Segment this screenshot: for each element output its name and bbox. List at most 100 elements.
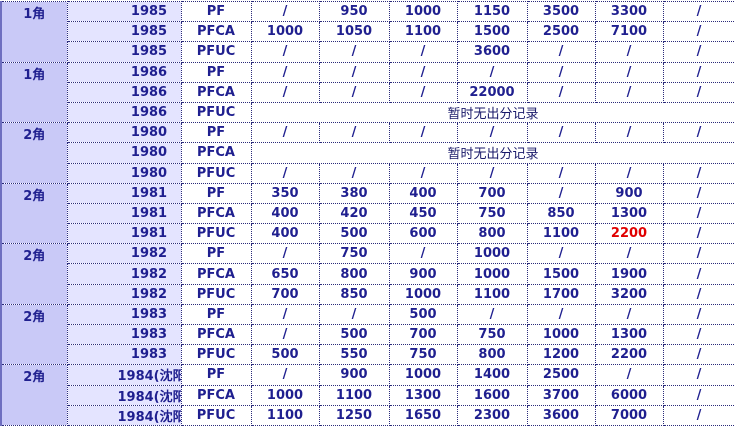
price: / (388, 243, 458, 265)
price: 750 (456, 323, 528, 346)
grade: PFUC (180, 344, 252, 366)
year: 1984(沈阳 ) (66, 404, 182, 427)
price: / (250, 162, 320, 184)
price: 3600 (456, 41, 528, 63)
note: 暂时无出分记录 (250, 101, 734, 124)
price: / (526, 81, 596, 103)
grade: PFCA (180, 202, 252, 225)
price: 500 (318, 323, 390, 346)
price: / (594, 303, 664, 326)
price: 800 (456, 223, 528, 245)
price: / (250, 0, 320, 23)
denomination: 2角 (0, 182, 68, 245)
table-row: 1980 PFCA 暂时无出分记录 (1, 142, 734, 164)
year: 1982 (66, 283, 182, 305)
price: / (456, 162, 528, 184)
denomination: 1角 (0, 1, 68, 63)
price: / (318, 303, 390, 326)
price: 2500 (526, 364, 596, 386)
price: / (526, 61, 596, 83)
price: 650 (250, 263, 320, 285)
price: / (250, 122, 320, 144)
year: 1985 (66, 0, 182, 23)
year: 1983 (66, 323, 182, 346)
price: 3500 (526, 0, 596, 23)
price: / (662, 81, 734, 103)
price: 600 (388, 223, 458, 245)
grade: PF (180, 182, 252, 204)
denomination: 1角 (0, 61, 68, 124)
price: / (662, 344, 734, 366)
price: / (388, 41, 458, 63)
year: 1981 (66, 223, 182, 245)
price: / (388, 61, 458, 83)
grade: PFCA (180, 142, 252, 164)
year: 1985 (66, 41, 182, 63)
price: 1300 (594, 202, 664, 225)
grade: PFUC (180, 162, 252, 184)
note: 暂时无出分记录 (250, 142, 734, 164)
price: / (662, 41, 734, 63)
price: / (662, 323, 734, 346)
price: 1700 (526, 283, 596, 305)
year: 1984(沈阳 ) (66, 364, 182, 386)
price: 1000 (456, 263, 528, 285)
price: 900 (594, 182, 664, 204)
grade: PF (180, 303, 252, 326)
price: 850 (318, 283, 390, 305)
price: / (318, 61, 390, 83)
price: 7000 (594, 404, 664, 427)
price: / (250, 303, 320, 326)
year: 1986 (66, 101, 182, 124)
year: 1983 (66, 303, 182, 326)
price: 700 (250, 283, 320, 305)
price: / (662, 303, 734, 326)
price: / (456, 303, 528, 326)
price: / (250, 61, 320, 83)
price: 400 (250, 202, 320, 225)
price: 1100 (388, 21, 458, 43)
price: 750 (388, 344, 458, 366)
price: 3200 (594, 283, 664, 305)
denomination: 2角 (0, 303, 68, 366)
price: / (662, 384, 734, 406)
year: 1982 (66, 243, 182, 265)
table-row: 1981 PFUC 400 500 600 800 1100 2200/ (1, 223, 734, 245)
price: / (526, 243, 596, 265)
price: 1600 (456, 384, 528, 406)
grade: PFCA (180, 21, 252, 43)
denomination: 2角 (0, 243, 68, 305)
price: 1250 (318, 404, 390, 427)
price: / (526, 122, 596, 144)
price: / (594, 122, 664, 144)
price: / (594, 243, 664, 265)
year: 1981 (66, 202, 182, 225)
table-row: 2角 1982 PF/750/1000// / (0, 243, 734, 305)
grade: PF (180, 122, 252, 144)
price: / (594, 61, 664, 83)
price: 7100 (594, 21, 664, 43)
price: 700 (456, 182, 528, 204)
price: 1900 (594, 263, 664, 285)
price: / (662, 283, 734, 305)
price: 1500 (456, 21, 528, 43)
price: 400 (388, 182, 458, 204)
price: / (662, 364, 734, 386)
price: 1400 (456, 364, 528, 386)
year: 1980 (66, 162, 182, 184)
price: / (594, 162, 664, 184)
price: / (318, 41, 390, 63)
price: 700 (388, 323, 458, 346)
price: 400 (250, 223, 320, 245)
price: / (526, 182, 596, 204)
price: / (662, 243, 734, 265)
price: 3600 (526, 404, 596, 427)
price: 750 (318, 243, 390, 265)
price: 900 (318, 364, 390, 386)
price: / (388, 162, 458, 184)
